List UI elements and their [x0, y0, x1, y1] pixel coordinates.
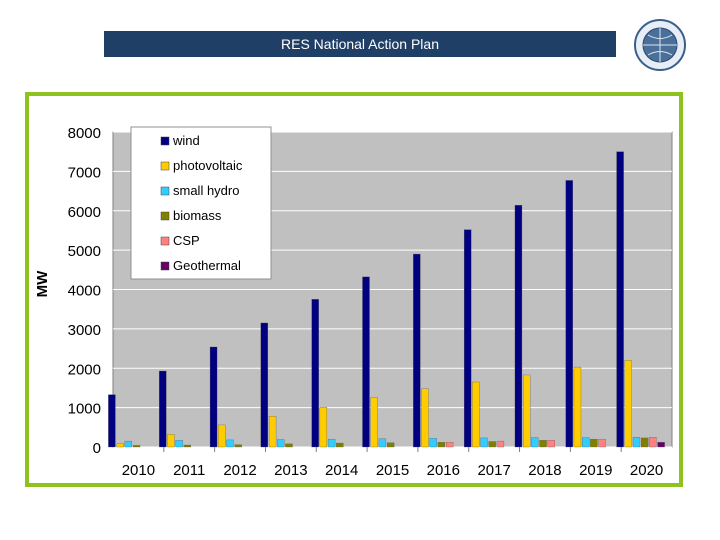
legend-swatch [160, 186, 170, 196]
bar-photovoltaic-2016 [421, 388, 429, 448]
bar-biomass-2018 [539, 440, 547, 448]
bar-wind-2018 [514, 205, 523, 448]
x-tick-label: 2016 [427, 462, 460, 479]
bar-wind-2011 [159, 370, 167, 448]
bar-biomass-2010 [132, 445, 141, 448]
y-tick-label: 3000 [68, 322, 101, 339]
bar-photovoltaic-2015 [370, 397, 378, 448]
bar-biomass-2015 [386, 442, 395, 448]
bar-photovoltaic-2017 [472, 381, 480, 448]
bar-biomass-2014 [336, 442, 344, 448]
bar-wind-2010 [108, 394, 116, 448]
y-tick-label: 7000 [68, 164, 101, 181]
bar-biomass-2012 [234, 444, 242, 448]
bar-small-hydro-2013 [277, 439, 285, 448]
x-axis: 2010 2011 2012 2013 2014 2015 2016 2017 2018 2019… [122, 447, 663, 479]
y-tick-label: 2000 [68, 361, 101, 378]
bar-wind-2020 [616, 151, 624, 448]
bar-csp-2020 [649, 437, 657, 448]
logo-globe-lines [643, 28, 677, 62]
bar-csp-2019 [598, 438, 606, 448]
y-tick-label: 1000 [68, 401, 101, 418]
bar-photovoltaic-2012 [218, 424, 226, 448]
bar-wind-2016 [413, 253, 421, 448]
bar-biomass-2019 [590, 438, 598, 448]
bar-photovoltaic-2010 [116, 443, 124, 448]
bar-small-hydro-2016 [429, 438, 437, 448]
y-tick-label: 5000 [68, 243, 101, 260]
legend-box [130, 126, 272, 280]
bar-small-hydro-2017 [480, 437, 488, 448]
x-tick-label: 2014 [325, 462, 358, 479]
y-axis: 0 1000 2000 3000 4000 5000 6000 7000 8000 [68, 125, 101, 457]
bar-csp-2018 [547, 440, 555, 448]
legend-label: biomass [173, 208, 222, 223]
legend-label: photovoltaic [173, 158, 243, 173]
circular-emblem-logo [628, 18, 692, 72]
bar-photovoltaic-2020 [624, 360, 632, 448]
bar-wind-2014 [311, 299, 319, 448]
bar-small-hydro-2019 [582, 437, 590, 448]
bar-geothermal-2020 [657, 442, 665, 448]
bar-photovoltaic-2013 [268, 416, 277, 448]
y-tick-label: 6000 [68, 204, 101, 221]
bar-small-hydro-2020 [632, 437, 641, 448]
x-tick-label: 2013 [274, 462, 307, 479]
bar-wind-2012 [209, 346, 218, 448]
bar-small-hydro-2014 [327, 438, 336, 448]
bar-biomass-2016 [437, 442, 446, 448]
legend: wind photovoltaic small hydro biomass CSP Geo… [130, 126, 272, 280]
slide-title: RES National Action Plan [104, 31, 616, 57]
bar-csp-2017 [496, 440, 505, 448]
bar-photovoltaic-2019 [573, 366, 582, 448]
legend-label: Geothermal [173, 258, 241, 273]
bar-small-hydro-2011 [175, 440, 183, 448]
y-tick-label: 8000 [68, 125, 101, 142]
y-axis-label: MW [34, 270, 51, 297]
bar-photovoltaic-2018 [523, 374, 531, 448]
x-tick-label: 2010 [122, 462, 155, 479]
bar-wind-2019 [565, 180, 573, 448]
bar-biomass-2017 [488, 441, 496, 448]
bar-small-hydro-2015 [378, 438, 387, 448]
bar-photovoltaic-2014 [319, 407, 328, 448]
x-tick-label: 2018 [528, 462, 561, 479]
legend-label: wind [172, 133, 200, 148]
x-tick-label: 2017 [477, 462, 510, 479]
bar-wind-2013 [260, 322, 269, 448]
bar-biomass-2020 [641, 437, 649, 448]
y-tick-label: 4000 [68, 283, 101, 300]
legend-swatch [160, 261, 170, 271]
bar-biomass-2011 [183, 444, 191, 448]
legend-label: small hydro [173, 183, 239, 198]
bar-small-hydro-2018 [531, 437, 539, 448]
y-tick-label: 0 [93, 440, 101, 457]
bar-biomass-2013 [285, 443, 293, 448]
x-tick-label: 2020 [630, 462, 663, 479]
legend-swatch [160, 136, 170, 146]
bar-small-hydro-2010 [124, 440, 132, 448]
legend-swatch [160, 236, 170, 246]
legend-swatch [160, 211, 170, 221]
x-tick-label: 2015 [376, 462, 409, 479]
chart-frame: 0 1000 2000 3000 4000 5000 6000 7000 8000 2010 20… [25, 92, 683, 487]
legend-label: CSP [173, 233, 200, 248]
x-tick-label: 2011 [173, 462, 205, 479]
bar-wind-2017 [463, 229, 472, 448]
bar-wind-2015 [362, 276, 370, 448]
bar-small-hydro-2012 [226, 439, 234, 448]
x-tick-label: 2012 [223, 462, 256, 479]
bar-photovoltaic-2011 [167, 434, 175, 448]
bars [108, 151, 665, 448]
legend-swatch [160, 161, 170, 171]
x-tick-label: 2019 [579, 462, 612, 479]
bar-csp-2016 [445, 442, 454, 448]
